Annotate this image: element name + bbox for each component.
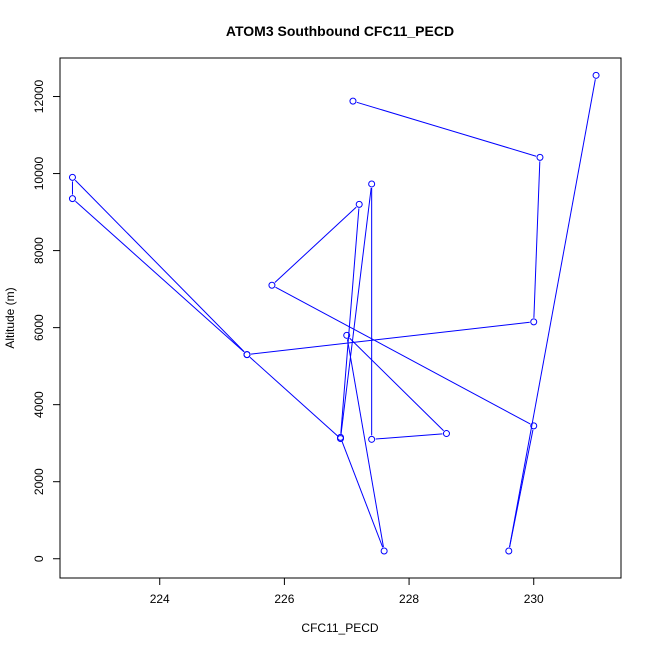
data-point [368,435,376,443]
y-tick-label: 6000 [32,314,46,341]
y-tick-label: 10000 [32,157,46,191]
data-point [268,281,276,289]
data-point [530,422,538,430]
series-segment [250,321,530,355]
y-tick-label: 12000 [32,80,46,114]
data-point [505,547,513,555]
series-segment [274,206,357,283]
series-segment [249,356,338,437]
y-tick-label: 8000 [32,237,46,264]
data-point [68,195,76,203]
x-tick-label: 224 [150,592,170,606]
series-points [68,71,600,555]
y-axis: 0 2000 4000 6000 8000 10000 12000 [32,80,60,562]
data-point [243,351,251,359]
series-segment [509,429,534,548]
series-segment [533,161,541,318]
series-segment [349,337,444,432]
series-segment [74,179,245,353]
data-point [442,430,450,438]
data-point [355,200,363,208]
data-point [380,547,388,555]
y-tick-label: 2000 [32,468,46,495]
data-point [530,318,538,326]
x-tick-label: 230 [524,592,544,606]
x-axis: 224 226 228 230 [150,578,544,606]
data-point [337,435,344,443]
x-tick-label: 228 [399,592,419,606]
y-tick-label: 0 [32,555,46,562]
series-segment [509,79,596,548]
series-segment [341,440,384,548]
series-segment [275,286,531,425]
plot-area-frame [59,57,622,579]
series-segment [75,200,245,353]
data-point [343,331,351,339]
chart-title: ATOM3 Southbound CFC11_PECD [226,23,454,39]
y-axis-label: Altitude (m) [3,287,17,348]
y-tick-label: 4000 [32,391,46,418]
series-segment [340,208,360,434]
x-axis-label: CFC11_PECD [301,621,378,635]
x-tick-label: 226 [274,592,294,606]
data-point [368,180,376,188]
data-point [592,71,600,79]
series-segment [346,339,384,548]
data-point [349,97,357,105]
data-point [68,173,76,181]
series-segment [356,101,537,157]
series-segment [340,187,372,435]
series-segment [375,433,443,440]
series-lines [71,79,596,548]
data-point [536,153,544,161]
